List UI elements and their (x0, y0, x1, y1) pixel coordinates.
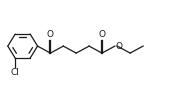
Text: O: O (98, 30, 105, 39)
Text: O: O (115, 42, 122, 51)
Text: O: O (47, 30, 54, 39)
Text: Cl: Cl (10, 68, 19, 77)
